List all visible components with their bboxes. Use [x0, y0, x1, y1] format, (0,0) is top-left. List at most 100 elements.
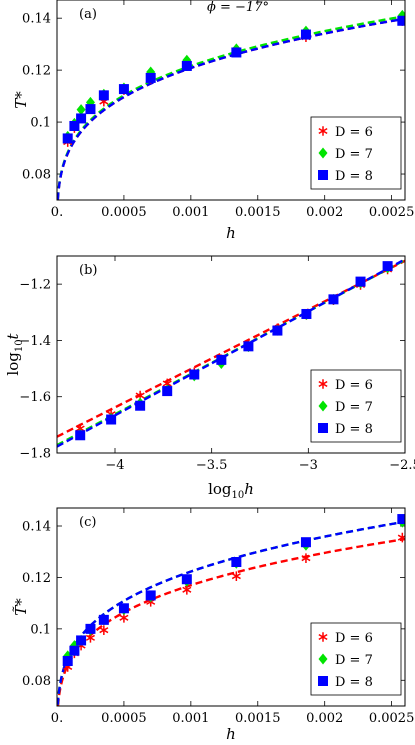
- x-tick-label: 0.0005: [101, 205, 147, 220]
- panel-c: 0. 0.0005 0.001 0.0015 0.002 0.0025 0.08 0.1 0.1…: [12, 507, 415, 743]
- data-point-d8: [75, 430, 86, 441]
- x-tick-label: 0.002: [306, 711, 343, 726]
- data-point-d8: [62, 133, 73, 144]
- data-point-d6: [231, 571, 241, 581]
- legend-marker: [318, 423, 328, 433]
- legend-label: D = 6: [335, 631, 373, 646]
- data-point-d8: [69, 120, 80, 131]
- y-axis-label: log10t: [4, 332, 25, 375]
- data-point-d8: [62, 656, 73, 666]
- legend-label: D = 6: [335, 378, 373, 393]
- x-tick-label: −4: [105, 458, 124, 473]
- x-tick-label: 0.: [51, 205, 63, 220]
- y-tick-label: 0.12: [22, 64, 51, 79]
- plot-frame: [56, 507, 406, 707]
- data-point-d8: [135, 400, 146, 411]
- y-tick-label: −1.6: [19, 390, 51, 405]
- data-point-d8: [145, 590, 156, 601]
- legend-marker: [318, 632, 328, 642]
- phi-label: ϕ = −17°: [207, 0, 269, 15]
- legend-marker: [318, 147, 328, 159]
- data-point-d8: [98, 90, 109, 101]
- plot-frame: [56, 255, 406, 454]
- legend: D = 6 D = 7 D = 8: [310, 622, 402, 696]
- data-point-d7: [76, 104, 86, 116]
- data-point-d8: [301, 308, 312, 319]
- y-axis-label: T*: [12, 91, 30, 109]
- x-tick-label: 0.0005: [101, 711, 147, 726]
- x-tick-label: 0.0015: [235, 711, 281, 726]
- data-point-d8: [216, 354, 227, 365]
- legend-label: D = 8: [335, 169, 373, 184]
- x-tick-label: 0.001: [172, 205, 209, 220]
- data-point-d8: [85, 104, 96, 115]
- data-point-d7: [182, 54, 192, 66]
- data-point-d8: [118, 84, 129, 95]
- data-point-d8: [397, 514, 405, 525]
- y-tick-label: 0.08: [22, 168, 51, 183]
- x-axis-label: log10h: [208, 480, 254, 501]
- y-tick-label: −1.2: [19, 278, 51, 293]
- data-point-d8: [355, 276, 366, 287]
- legend-label: D = 7: [335, 653, 373, 668]
- y-tick-label: 0.14: [22, 12, 51, 27]
- y-tick-label: 0.12: [22, 571, 51, 586]
- legend: D = 6 D = 7 D = 8: [310, 116, 402, 190]
- y-tick-label: 0.14: [22, 520, 51, 535]
- data-point-d8: [181, 60, 192, 71]
- legend-label: D = 6: [335, 125, 373, 140]
- x-tick-label: 0.: [51, 711, 63, 726]
- data-point-d8: [300, 29, 311, 40]
- data-point-d8: [189, 369, 200, 380]
- data-point-d8: [118, 603, 129, 614]
- x-tick-label: −3: [299, 458, 318, 473]
- data-point-d8: [76, 113, 87, 124]
- data-point-d8: [162, 386, 173, 397]
- plot-frame: [56, 0, 406, 201]
- data-point-d8: [181, 574, 192, 585]
- plot-area: [57, 258, 405, 448]
- data-point-d8: [76, 635, 87, 646]
- legend-label: D = 7: [335, 147, 373, 162]
- legend-marker: [318, 379, 328, 389]
- legend-marker: [318, 653, 328, 665]
- y-tick-label: 0.1: [30, 622, 51, 637]
- data-point-d8: [98, 614, 109, 625]
- x-tick-label: 0.0015: [235, 205, 281, 220]
- legend-marker: [318, 170, 328, 180]
- x-tick-label: −3.5: [196, 458, 228, 473]
- y-tick-label: −1.8: [19, 447, 51, 462]
- x-axis-label: h: [226, 725, 236, 743]
- y-axis-label: T̃*: [12, 598, 30, 616]
- legend-marker: [318, 400, 328, 412]
- y-tick-label: 0.08: [22, 674, 51, 689]
- x-tick-label: 0.002: [306, 205, 343, 220]
- panel-a: 0. 0.0005 0.001 0.0015 0.002 0.0025 0.08 0.1 0.1…: [12, 0, 414, 242]
- fit-curve-d8: [57, 17, 405, 200]
- y-tick-label: −1.4: [19, 334, 51, 349]
- data-point-d8: [69, 645, 80, 656]
- data-point-d8: [328, 294, 339, 305]
- x-tick-label: 0.0025: [369, 711, 415, 726]
- panel-label: (a): [79, 7, 97, 22]
- legend: D = 6 D = 7 D = 8: [310, 369, 402, 443]
- legend-label: D = 8: [335, 422, 373, 437]
- data-point-d8: [231, 47, 242, 58]
- legend-label: D = 7: [335, 400, 373, 415]
- y-tick-label: 0.1: [30, 116, 51, 131]
- data-point-d6: [301, 553, 311, 563]
- plot-area: [57, 9, 405, 200]
- plot-area: [57, 514, 405, 706]
- fit-curve-d6: [57, 259, 405, 438]
- legend-label: D = 8: [335, 675, 373, 690]
- data-point-d6: [99, 625, 109, 635]
- legend-marker: [318, 126, 328, 136]
- data-point-d8: [145, 72, 156, 83]
- data-point-d8: [382, 261, 393, 272]
- data-point-d8: [397, 15, 405, 26]
- data-point-d8: [243, 341, 254, 352]
- data-point-d8: [85, 623, 96, 634]
- legend-marker: [318, 676, 328, 686]
- data-point-d8: [231, 557, 242, 567]
